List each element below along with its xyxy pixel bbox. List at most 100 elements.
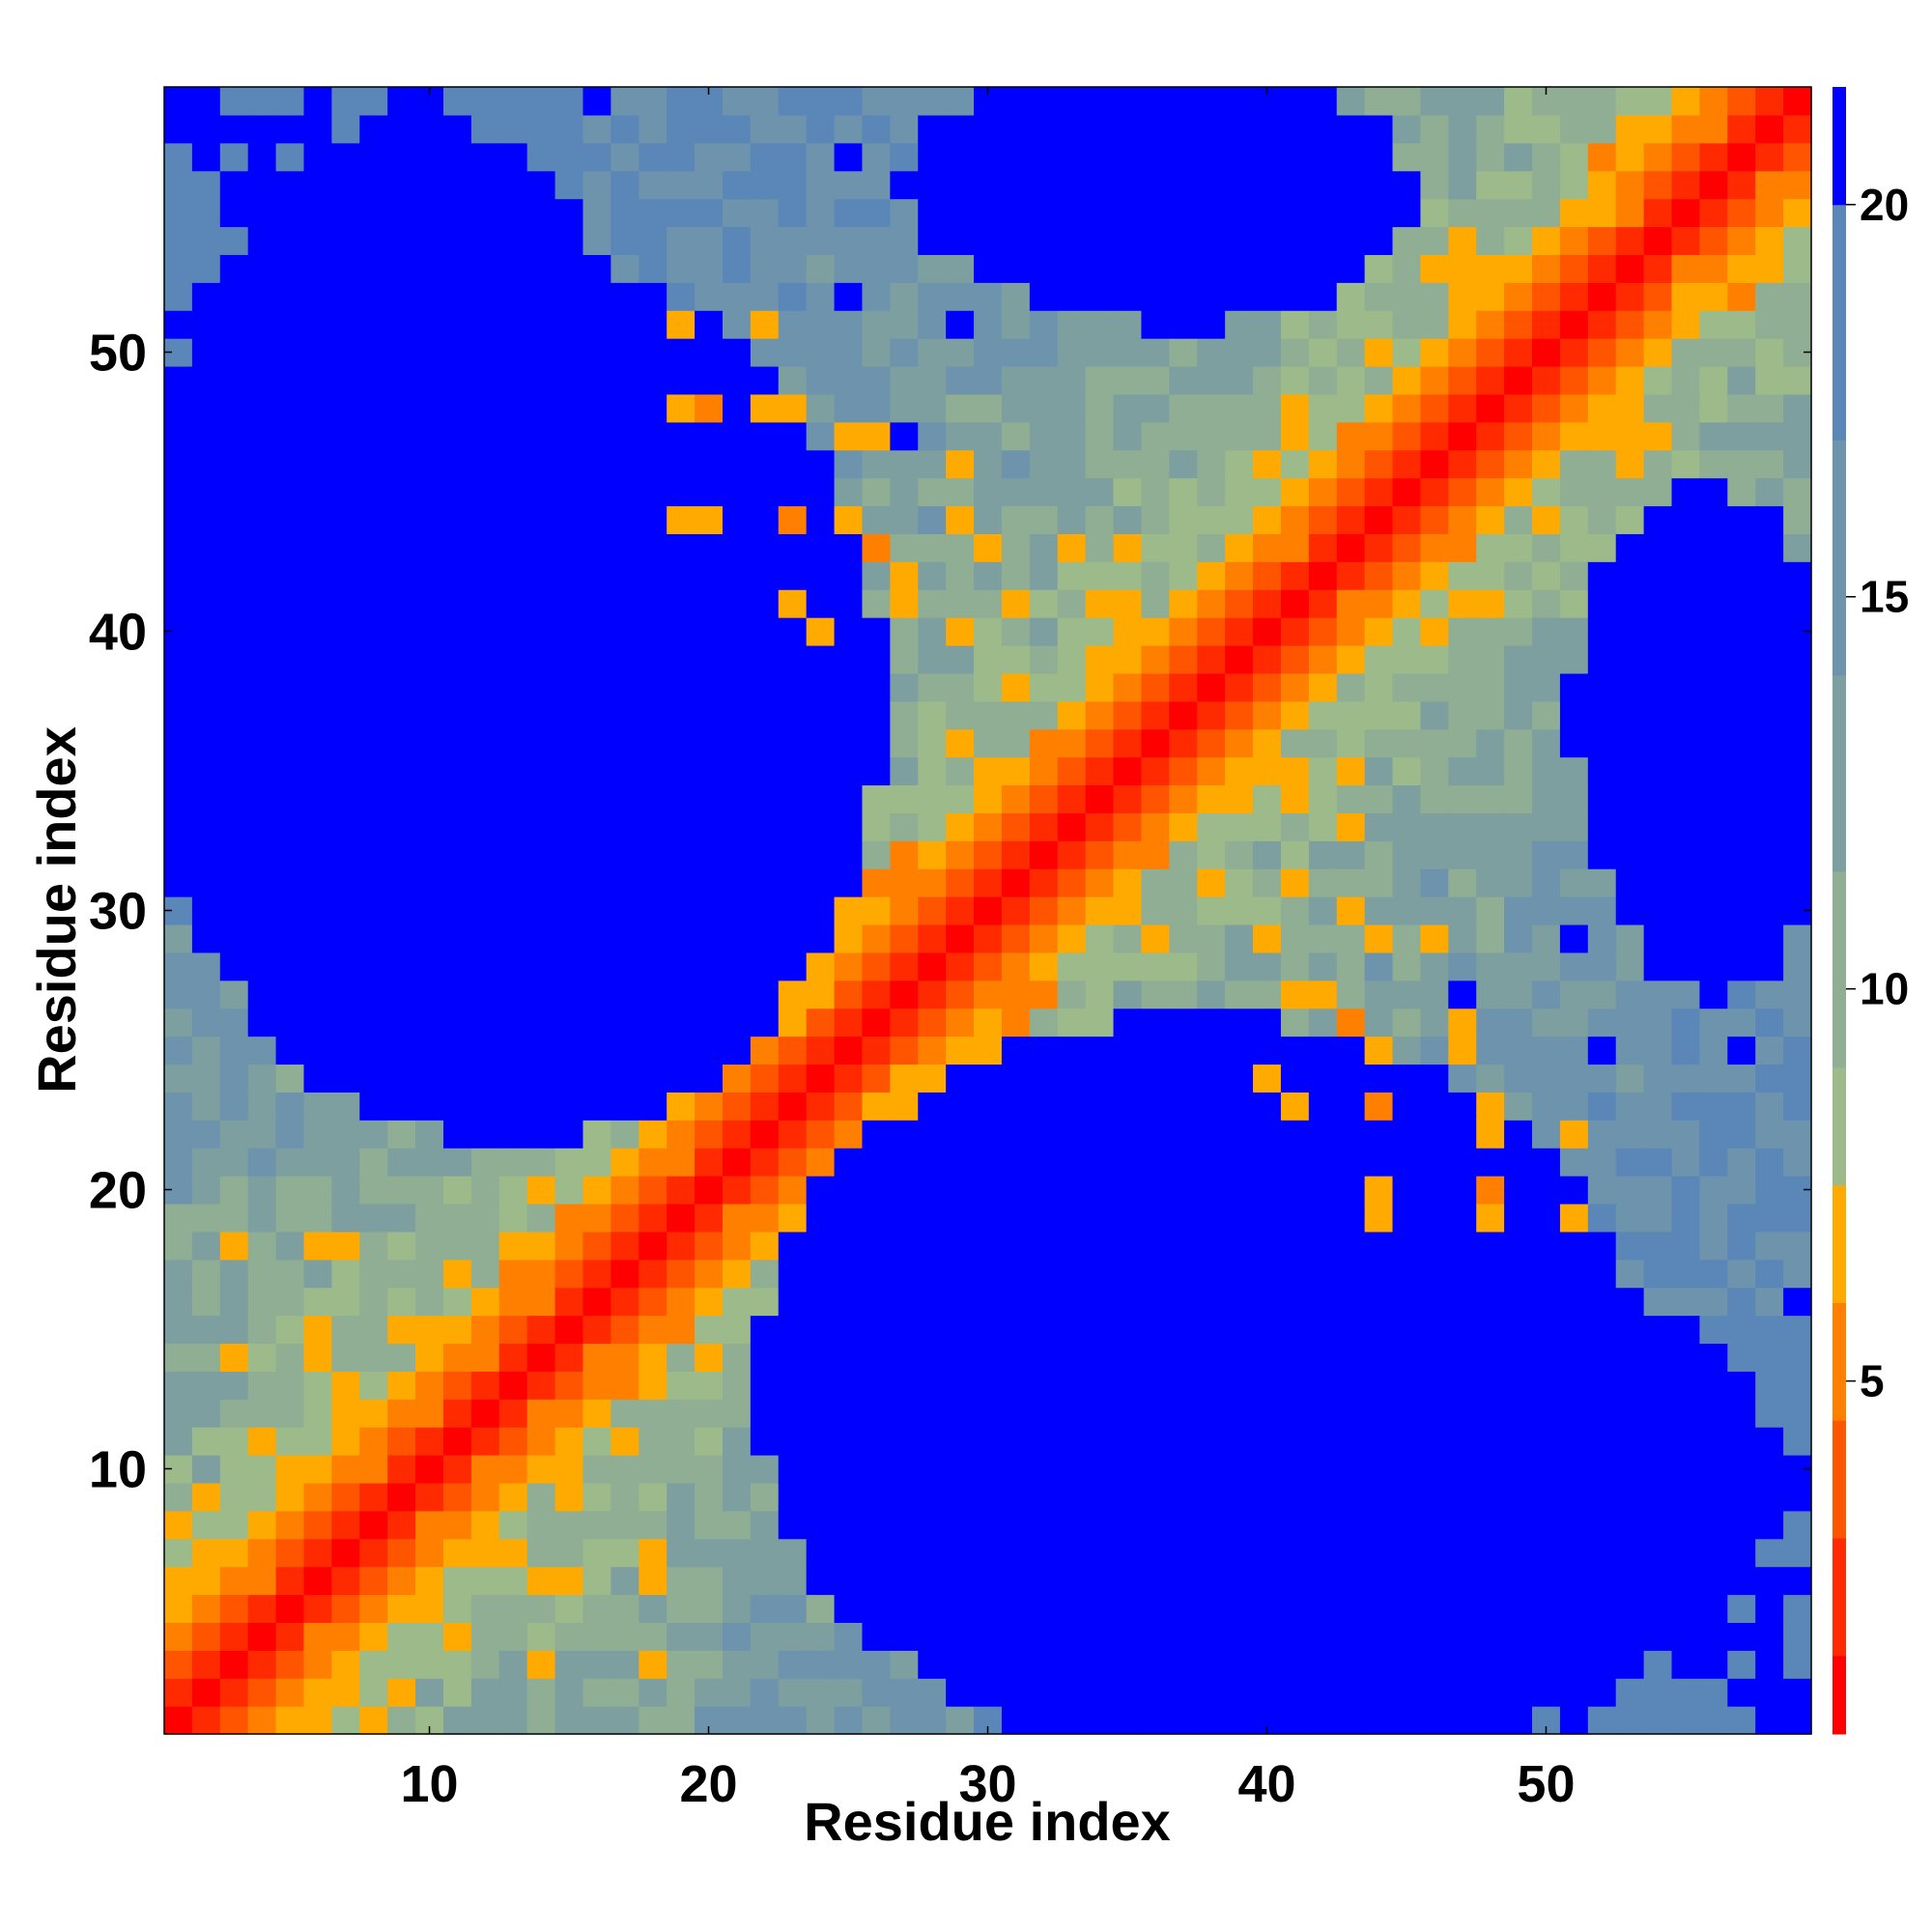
heatmap-cell xyxy=(1476,1092,1505,1121)
heatmap-cell xyxy=(1532,365,1561,395)
heatmap-cell xyxy=(695,868,724,897)
heatmap-cell xyxy=(275,254,305,283)
heatmap-cell xyxy=(946,1455,975,1484)
heatmap-cell xyxy=(554,338,584,367)
heatmap-cell xyxy=(1336,505,1366,534)
heatmap-cell xyxy=(191,505,221,534)
heatmap-cell xyxy=(1671,1594,1701,1624)
heatmap-cell xyxy=(1532,1482,1561,1512)
heatmap-cell xyxy=(639,1287,668,1317)
heatmap-cell xyxy=(1504,812,1533,841)
heatmap-cell xyxy=(331,477,360,507)
heatmap-cell xyxy=(303,282,332,311)
heatmap-cell xyxy=(918,1650,947,1679)
heatmap-cell xyxy=(862,282,891,311)
heatmap-cell xyxy=(554,1650,584,1679)
heatmap-cell xyxy=(611,1287,639,1317)
heatmap-cell xyxy=(1504,449,1533,479)
heatmap-cell xyxy=(275,1650,305,1679)
heatmap-cell xyxy=(639,644,668,674)
heatmap-cell xyxy=(1643,1315,1673,1345)
heatmap-cell xyxy=(387,700,416,730)
heatmap-cell xyxy=(1364,840,1394,869)
heatmap-cell xyxy=(1643,952,1673,981)
heatmap-cell xyxy=(918,1706,947,1735)
heatmap-cell xyxy=(470,756,500,786)
heatmap-cell xyxy=(862,1371,891,1400)
heatmap-cell xyxy=(1755,756,1784,786)
heatmap-cell xyxy=(1559,310,1589,339)
heatmap-cell xyxy=(331,1092,360,1121)
heatmap-cell xyxy=(247,700,277,730)
heatmap-cell xyxy=(750,1203,780,1233)
heatmap-cell xyxy=(1308,1092,1338,1121)
heatmap-cell xyxy=(1643,1399,1673,1428)
heatmap-cell xyxy=(1169,840,1198,869)
heatmap-cell xyxy=(331,1259,360,1289)
heatmap-cell xyxy=(1699,365,1728,395)
heatmap-cell xyxy=(582,1343,611,1372)
heatmap-cell xyxy=(806,421,836,451)
heatmap-cell xyxy=(1280,1343,1310,1372)
heatmap-cell xyxy=(750,1008,780,1037)
heatmap-cell xyxy=(1113,1566,1143,1596)
heatmap-cell xyxy=(750,672,780,702)
heatmap-cell xyxy=(1420,923,1449,953)
heatmap-cell xyxy=(1057,533,1087,562)
heatmap-cell xyxy=(778,728,808,758)
heatmap-cell xyxy=(1448,1427,1477,1456)
heatmap-cell xyxy=(1559,505,1589,534)
heatmap-cell xyxy=(442,477,472,507)
heatmap-cell xyxy=(1392,1399,1422,1428)
heatmap-cell xyxy=(750,1455,780,1484)
heatmap-cell xyxy=(1113,561,1143,590)
heatmap-cell xyxy=(554,1064,584,1093)
heatmap-cell xyxy=(611,449,639,479)
heatmap-cell xyxy=(1559,226,1589,255)
heatmap-cell xyxy=(667,282,696,311)
heatmap-cell xyxy=(526,198,556,228)
heatmap-cell xyxy=(331,393,360,423)
heatmap-cell xyxy=(667,1148,696,1177)
heatmap-cell xyxy=(806,310,836,339)
heatmap-cell xyxy=(1448,1120,1477,1149)
heatmap-cell xyxy=(164,170,193,200)
heatmap-cell xyxy=(415,896,444,925)
heatmap-cell xyxy=(722,533,752,562)
heatmap-cell xyxy=(1671,226,1701,255)
heatmap-cell xyxy=(611,421,639,451)
heatmap-cell xyxy=(1197,1092,1226,1121)
heatmap-cell xyxy=(1197,421,1226,451)
heatmap-cell xyxy=(890,1148,919,1177)
heatmap-cell xyxy=(695,254,724,283)
heatmap-cell xyxy=(219,170,249,200)
heatmap-cell xyxy=(1253,728,1282,758)
heatmap-cell xyxy=(1141,1566,1170,1596)
heatmap-cell xyxy=(1643,1622,1673,1651)
heatmap-cell xyxy=(1420,338,1449,367)
heatmap-cell xyxy=(1113,1120,1143,1149)
heatmap-cell xyxy=(611,282,639,311)
heatmap-cell xyxy=(1308,310,1338,339)
heatmap-cell xyxy=(1141,1650,1170,1679)
heatmap-cell xyxy=(667,1566,696,1596)
heatmap-cell xyxy=(695,1538,724,1568)
heatmap-cell xyxy=(1197,812,1226,841)
heatmap-cell xyxy=(387,561,416,590)
heatmap-cell xyxy=(890,1315,919,1345)
heatmap-cell xyxy=(1448,1064,1477,1093)
heatmap-cell xyxy=(1057,477,1087,507)
heatmap-cell xyxy=(890,533,919,562)
heatmap-cell xyxy=(1504,310,1533,339)
heatmap-cell xyxy=(1559,784,1589,813)
heatmap-cell xyxy=(1225,1455,1254,1484)
heatmap-cell xyxy=(1308,952,1338,981)
heatmap-cell xyxy=(1755,1259,1784,1289)
heatmap-cell xyxy=(442,1399,472,1428)
heatmap-cell xyxy=(1253,1008,1282,1037)
heatmap-cell xyxy=(974,1650,1003,1679)
heatmap-cell xyxy=(1448,1678,1477,1707)
heatmap-cell xyxy=(1280,784,1310,813)
heatmap-cell xyxy=(247,1287,277,1317)
heatmap-cell xyxy=(442,1510,472,1540)
